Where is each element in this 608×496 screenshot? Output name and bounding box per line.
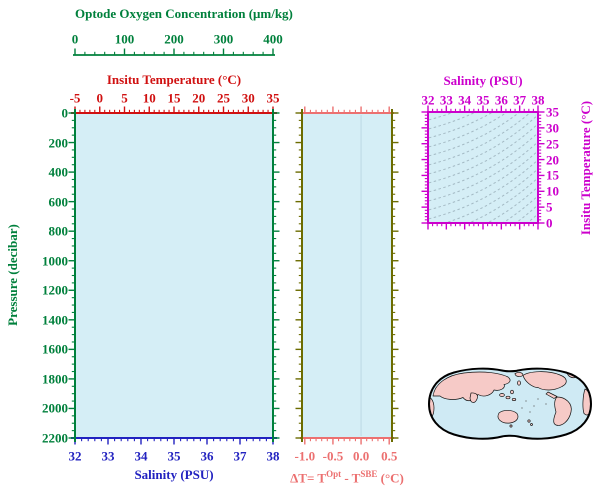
ts-temperature-axis-title: Insitu Temperature (°C) — [578, 100, 593, 236]
delta-title-part: ΔT= T — [290, 470, 327, 486]
tick-label: 1400 — [42, 312, 68, 328]
tick-label: 0.5 — [381, 448, 398, 464]
tick-label: 36 — [200, 448, 214, 464]
tick-label: 2000 — [42, 400, 68, 416]
tick-label: 38 — [531, 92, 545, 108]
tick-label: 25 — [217, 90, 230, 106]
map-land-india — [469, 392, 478, 403]
tick-label: 38 — [266, 448, 280, 464]
map-land-new-zealand — [527, 419, 531, 423]
tick-label: 400 — [263, 31, 283, 47]
tick-label: 1000 — [42, 253, 68, 269]
world-map — [427, 367, 593, 440]
delta-t-axis-title: ΔT= TOpt - TSBE (°C) — [252, 467, 442, 485]
delta-title-superscript: Opt — [326, 469, 342, 479]
tick-label: 35 — [167, 448, 181, 464]
tick-label: 36 — [494, 92, 508, 108]
map-outline — [427, 367, 593, 440]
temperature-axis-title: Insitu Temperature (°C) — [106, 72, 242, 87]
tick-label: 20 — [192, 90, 206, 106]
salinity-axis-title: Salinity (PSU) — [134, 467, 214, 482]
oxygen-axis-title: Optode Oxygen Concentration (μm/kg) — [75, 6, 293, 21]
tick-label: 33 — [439, 92, 453, 108]
tick-label: 400 — [48, 164, 69, 180]
tick-label: 0 — [71, 31, 79, 47]
tick-label: -5 — [69, 90, 81, 106]
tick-label: 15 — [546, 167, 559, 183]
tick-label: 1800 — [42, 371, 68, 387]
map-land-eurasia — [432, 371, 511, 402]
map-land-indonesia — [499, 393, 505, 397]
tick-label: 20 — [546, 152, 559, 168]
map-land-indonesia — [505, 395, 511, 400]
tick-label: 200 — [48, 135, 69, 151]
map-land-alaska — [514, 372, 524, 377]
tick-label: 15 — [167, 90, 181, 106]
tick-label: 300 — [213, 31, 234, 47]
map-land-north-america — [522, 371, 567, 391]
tick-label: 800 — [48, 223, 69, 239]
tick-label: 37 — [233, 448, 247, 464]
delta-title-part: (°C) — [377, 470, 404, 486]
map-land-south-america — [553, 396, 572, 426]
map-land-central-america — [545, 391, 558, 399]
tick-label: 33 — [101, 448, 115, 464]
map-land-australia — [497, 410, 519, 424]
tick-label: 30 — [546, 120, 559, 136]
tick-label: 5 — [121, 90, 128, 106]
tick-label: 1200 — [42, 282, 68, 298]
pressure-axis-title: Pressure (decibar) — [5, 224, 20, 326]
tick-label: 2200 — [42, 430, 68, 446]
tick-label: 10 — [546, 183, 559, 199]
tick-label: 25 — [546, 136, 559, 152]
tick-label: 35 — [266, 90, 280, 106]
tick-label: 32 — [68, 448, 82, 464]
tick-label: 0 — [546, 215, 553, 231]
map-land-indonesia — [511, 397, 517, 402]
tick-label: 34 — [134, 448, 148, 464]
delta-title-part: - T — [341, 470, 361, 486]
delta-title-superscript: SBE — [360, 469, 378, 479]
tick-label: 0.0 — [352, 448, 370, 464]
tick-label: 1600 — [42, 341, 68, 357]
tick-label: 35 — [546, 104, 559, 120]
tick-label: 0 — [96, 90, 104, 106]
tick-label: 0 — [61, 105, 69, 121]
tick-label: 10 — [142, 90, 156, 106]
tick-label: 200 — [164, 31, 184, 47]
map-land-tasmania — [509, 424, 513, 428]
tick-label: -0.5 — [322, 448, 344, 464]
tick-label: 5 — [546, 199, 553, 215]
tick-label: 35 — [476, 92, 490, 108]
tick-label: 600 — [48, 194, 69, 210]
map-land-philippines — [510, 389, 514, 395]
tick-label: 30 — [241, 90, 255, 106]
tick-label: -1.0 — [294, 448, 316, 464]
tick-label: 32 — [421, 92, 435, 108]
map-land-japan — [517, 380, 521, 386]
tick-label: 37 — [513, 92, 527, 108]
tick-label: 100 — [114, 31, 135, 47]
map-land-new-zealand — [530, 423, 533, 426]
tick-label: 34 — [458, 92, 472, 108]
map-islands — [521, 398, 547, 413]
ts-salinity-axis-title: Salinity (PSU) — [443, 73, 523, 88]
